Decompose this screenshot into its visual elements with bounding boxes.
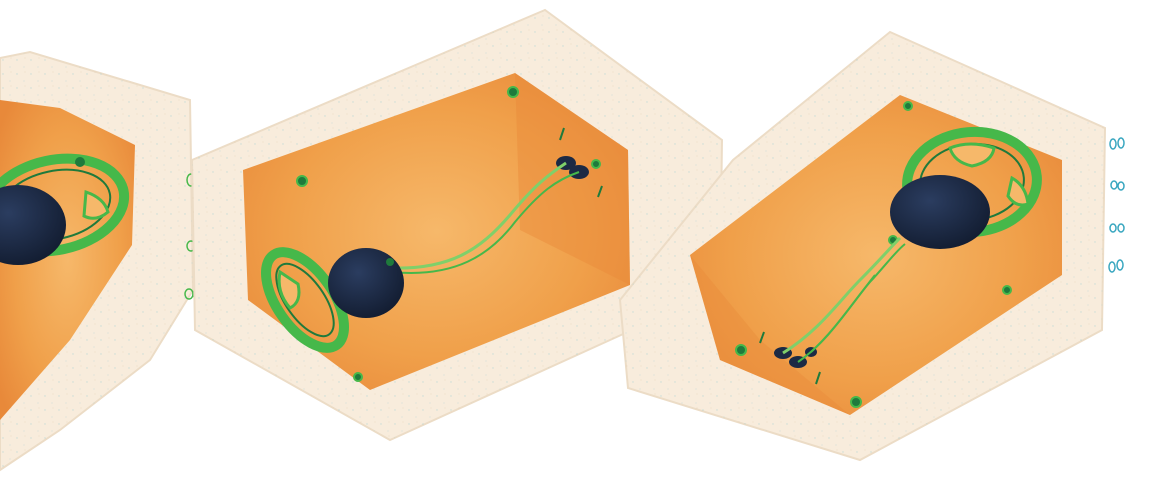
magnet (890, 175, 990, 249)
wire (391, 171, 580, 274)
speaker-window (277, 269, 301, 310)
screws (735, 101, 1012, 408)
speaker-enclosure-left (0, 50, 195, 472)
wire (389, 161, 567, 270)
speaker-frame-inner (275, 262, 335, 338)
magnet (328, 248, 404, 318)
wire (810, 274, 876, 353)
speaker-enclosure-middle (190, 8, 724, 442)
small-parts-right (1108, 137, 1125, 273)
screws (296, 86, 601, 382)
cavity (690, 95, 1062, 415)
cavity-back-wall (515, 73, 630, 285)
wire (782, 236, 902, 355)
speaker-frame (260, 247, 350, 353)
screw (386, 258, 394, 266)
cavity-side-wall (690, 255, 850, 415)
speaker-enclosure-right (618, 30, 1107, 462)
speaker-window (82, 189, 110, 220)
screw (75, 157, 85, 167)
speaker-frame (0, 153, 130, 257)
magnet (0, 185, 66, 265)
speaker-window (948, 142, 996, 168)
speaker-window (1006, 175, 1030, 207)
